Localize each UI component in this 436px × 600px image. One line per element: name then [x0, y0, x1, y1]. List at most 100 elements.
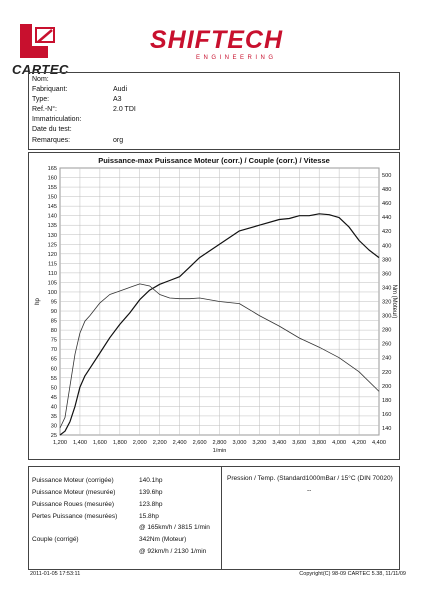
- y-left-tick-label: 85: [51, 319, 57, 325]
- info-value-manufacturer: Audi: [113, 86, 128, 93]
- y-right-tick-label: 280: [382, 328, 391, 334]
- result-label-power-loss: Pertes Puissance (mesurées): [32, 513, 118, 520]
- y-left-tick-label: 55: [51, 376, 57, 382]
- vehicle-info-panel: Nom: Fabriquant: Audi Type: A3 Ref.-N°: …: [28, 72, 400, 150]
- y-left-tick-label: 105: [48, 280, 57, 286]
- y-right-tick-label: 240: [382, 356, 391, 362]
- y-right-tick-label: 480: [382, 187, 391, 193]
- y-left-tick-label: 60: [51, 366, 57, 372]
- result-value-torque-speed: @ 92km/h / 2130 1/min: [139, 548, 207, 555]
- x-tick-label: 3,400: [272, 440, 286, 446]
- cartec-logo-mark: [20, 24, 55, 58]
- dyno-chart-panel: Puissance-max Puissance Moteur (corr.) /…: [28, 152, 400, 460]
- x-tick-label: 4,400: [372, 440, 386, 446]
- y-right-tick-label: 340: [382, 285, 391, 291]
- y-left-tick-label: 90: [51, 309, 57, 315]
- info-label-test-date: Date du test:: [32, 126, 72, 133]
- x-tick-label: 1,400: [73, 440, 87, 446]
- x-tick-label: 4,000: [332, 440, 346, 446]
- y-right-tick-label: 160: [382, 412, 391, 418]
- x-tick-label: 2,800: [213, 440, 227, 446]
- y-left-tick-label: 115: [48, 261, 57, 267]
- y-right-tick-label: 260: [382, 342, 391, 348]
- info-value-ref: 2.0 TDI: [113, 106, 136, 113]
- shiftech-brand: SHIFTECH: [150, 26, 283, 54]
- power-curve-line: [59, 213, 380, 436]
- y-left-tick-label: 70: [51, 347, 57, 353]
- result-value-torque: 342Nm (Moteur): [139, 536, 187, 543]
- info-label-registration: Immatriculation:: [32, 116, 82, 123]
- y-left-tick-label: 50: [51, 385, 57, 391]
- info-value-type: A3: [113, 96, 122, 103]
- y-right-tick-label: 320: [382, 300, 391, 306]
- footer-timestamp: 2011-01-05 17:53:11: [30, 571, 81, 577]
- y-left-tick-label: 65: [51, 357, 57, 363]
- y-left-tick-label: 150: [48, 195, 57, 201]
- x-tick-label: 2,000: [133, 440, 147, 446]
- result-value-power-speed: @ 165km/h / 3815 1/min: [139, 524, 210, 531]
- info-label-ref: Ref.-N°:: [32, 106, 57, 113]
- dyno-chart: 1,200 1,400 1,600 1,800 2,000 2,200 2,400 2,600…: [35, 166, 397, 454]
- y-right-tick-label: 360: [382, 271, 391, 277]
- y-right-tick-label: 300: [382, 314, 391, 320]
- result-value-wheel-power: 123.8hp: [139, 501, 163, 508]
- y-left-tick-label: 75: [51, 338, 57, 344]
- result-label-torque: Couple (corrigé): [32, 536, 79, 543]
- y-right-tick-label: 140: [382, 426, 391, 432]
- y-left-axis-label: hp: [35, 298, 41, 305]
- y-left-tick-label: 120: [48, 252, 57, 258]
- y-right-tick-label: 200: [382, 384, 391, 390]
- chart-title: Puissance-max Puissance Moteur (corr.) /…: [98, 156, 330, 165]
- y-left-tick-label: 25: [51, 433, 57, 439]
- x-tick-label: 2,200: [153, 440, 167, 446]
- y-right-tick-label: 380: [382, 257, 391, 263]
- x-tick-label: 1,200: [53, 440, 67, 446]
- y-left-tick-label: 40: [51, 404, 57, 410]
- y-left-tick-label: 160: [48, 176, 57, 182]
- result-label-power-corrected: Puissance Moteur (corrigée): [32, 477, 114, 484]
- result-value-power-loss: 15.8hp: [139, 513, 159, 520]
- x-axis-label: 1/min: [213, 448, 227, 454]
- shiftech-subtitle: ENGINEERING: [196, 55, 277, 61]
- result-value-power-corrected: 140.1hp: [139, 477, 163, 484]
- x-tick-label: 1,600: [93, 440, 107, 446]
- y-right-tick-label: 460: [382, 201, 391, 207]
- x-tick-label: 2,600: [193, 440, 207, 446]
- info-label-manufacturer: Fabriquant:: [32, 86, 68, 93]
- y-left-tick-label: 145: [48, 204, 57, 210]
- info-value-remarks: org: [113, 137, 124, 144]
- y-left-tick-label: 125: [48, 242, 57, 248]
- y-left-tick-label: 130: [48, 233, 57, 239]
- pressure-temp-value: --: [307, 487, 312, 494]
- y-left-tick-label: 155: [48, 185, 57, 191]
- y-left-tick-label: 140: [48, 214, 57, 220]
- y-left-tick-label: 135: [48, 223, 57, 229]
- results-divider: [221, 467, 222, 569]
- info-label-type: Type:: [32, 96, 50, 103]
- x-tick-label: 2,400: [173, 440, 187, 446]
- y-left-tick-label: 35: [51, 414, 57, 420]
- x-tick-label: 3,600: [292, 440, 306, 446]
- y-right-tick-label: 420: [382, 229, 391, 235]
- x-tick-label: 3,000: [232, 440, 246, 446]
- pressure-temp-label: Pression / Temp. (Standard1000mBar / 15°…: [227, 475, 393, 482]
- y-left-tick-label: 95: [51, 300, 57, 306]
- info-label-name: Nom:: [32, 76, 49, 83]
- result-value-power-measured: 139.6hp: [139, 489, 163, 496]
- y-left-tick-label: 100: [48, 290, 57, 296]
- y-right-tick-label: 500: [382, 173, 391, 179]
- results-panel: Puissance Moteur (corrigée) 140.1hp Puis…: [28, 466, 400, 570]
- torque-curve-line: [59, 283, 380, 429]
- x-tick-label: 1,800: [113, 440, 127, 446]
- y-left-tick-label: 165: [48, 166, 57, 172]
- cartec-brand: CARTEC: [12, 62, 69, 77]
- x-tick-label: 4,200: [352, 440, 366, 446]
- x-tick-label: 3,800: [312, 440, 326, 446]
- result-label-power-measured: Puissance Moteur (mesurée): [32, 489, 116, 496]
- y-left-tick-label: 30: [51, 423, 57, 429]
- info-label-remarks: Remarques:: [32, 137, 71, 144]
- y-left-tick-label: 45: [51, 395, 57, 401]
- x-tick-label: 3,200: [252, 440, 266, 446]
- y-left-tick-label: 110: [48, 271, 57, 277]
- y-right-tick-label: 180: [382, 398, 391, 404]
